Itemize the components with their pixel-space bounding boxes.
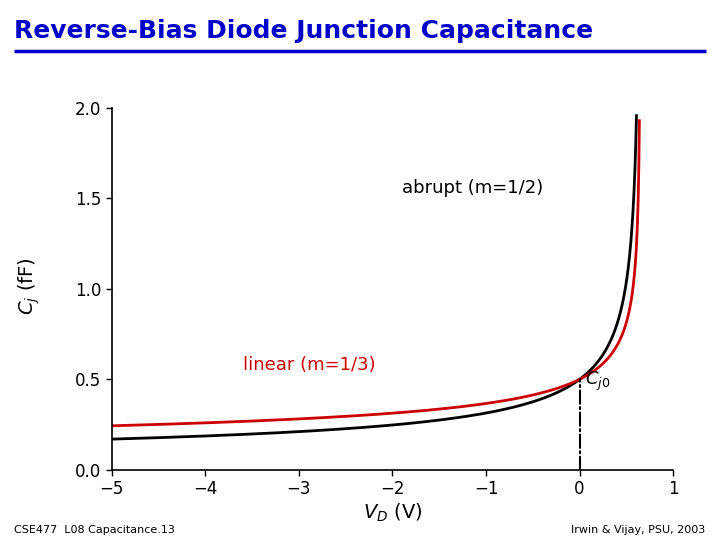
Text: $C_{j0}$: $C_{j0}$ <box>585 369 611 393</box>
Text: Reverse-Bias Diode Junction Capacitance: Reverse-Bias Diode Junction Capacitance <box>14 19 593 43</box>
Text: $C_j\ \rm{(fF)}$: $C_j\ \rm{(fF)}$ <box>16 257 42 315</box>
Text: abrupt (m=1/2): abrupt (m=1/2) <box>402 179 543 197</box>
Text: Irwin & Vijay, PSU, 2003: Irwin & Vijay, PSU, 2003 <box>572 524 706 535</box>
Text: CSE477  L08 Capacitance.13: CSE477 L08 Capacitance.13 <box>14 524 175 535</box>
Text: linear (m=1/3): linear (m=1/3) <box>243 356 375 374</box>
Text: $V_D\ \rm{(V)}$: $V_D\ \rm{(V)}$ <box>363 502 422 524</box>
